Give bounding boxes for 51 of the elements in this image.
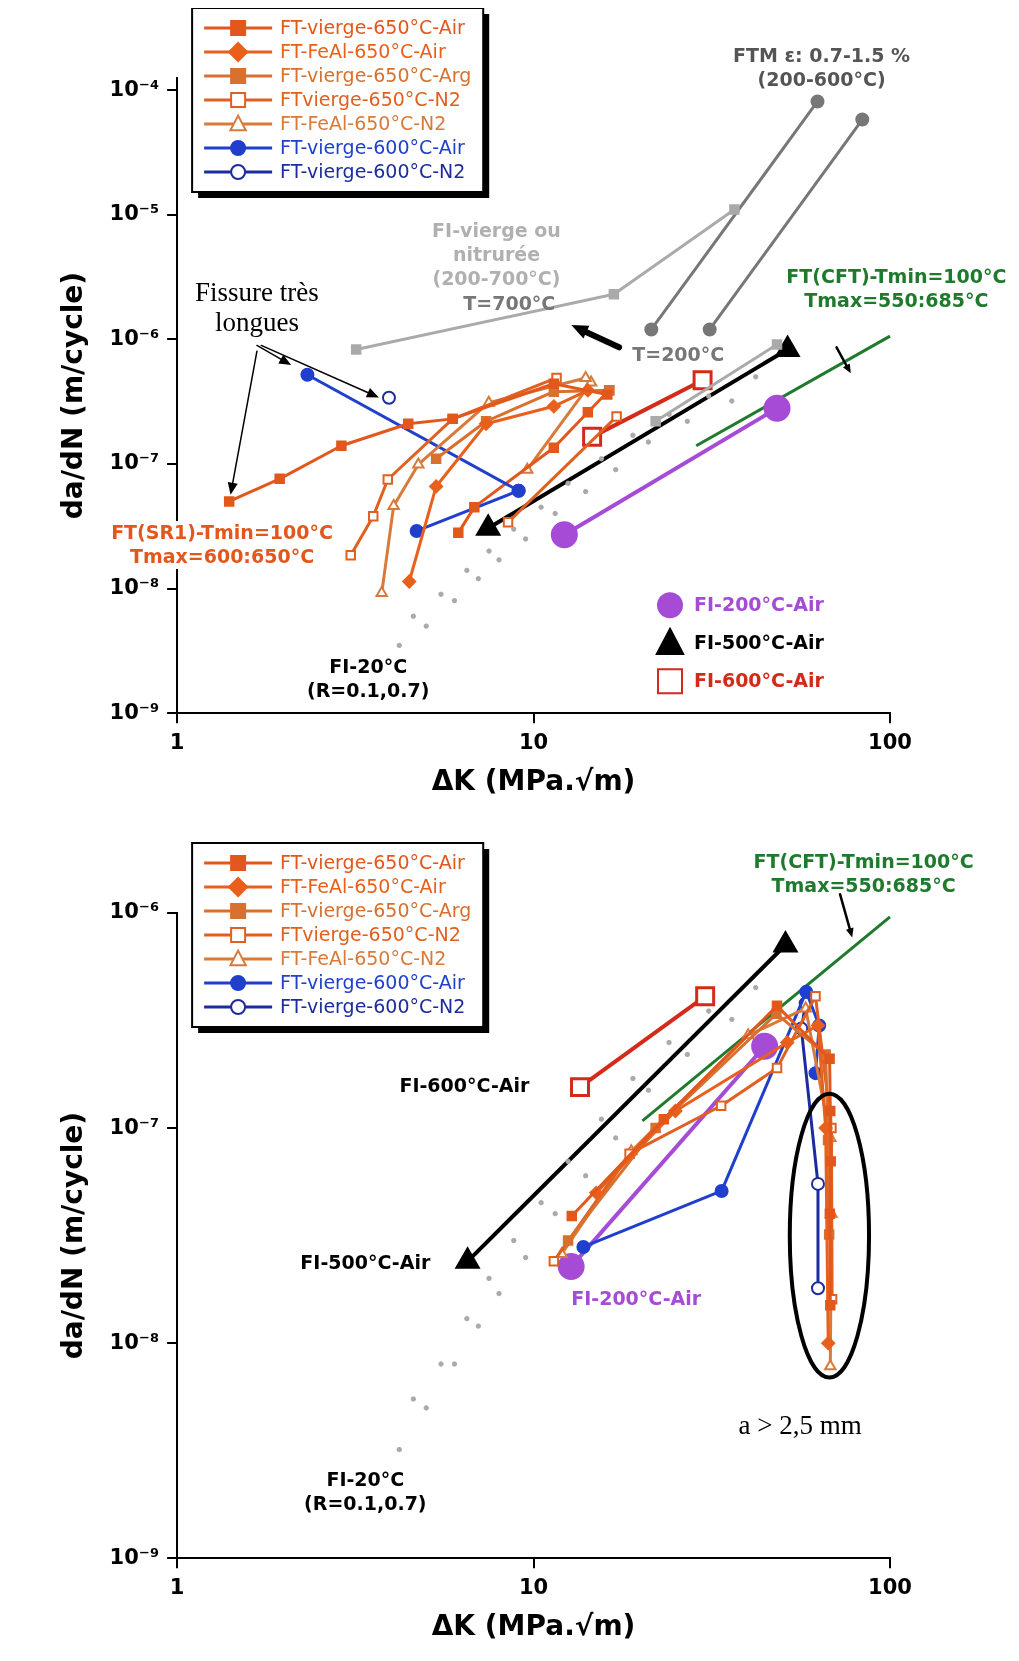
annotation: FI-vierge ou nitrurée (200-700°C) <box>432 218 561 289</box>
y-tick-label: 10⁻⁷ <box>109 450 160 475</box>
legend-label: FTvierge-650°C-N2 <box>280 87 461 110</box>
legend-label: FT-vierge-600°C-N2 <box>280 159 466 182</box>
x-tick-label: 1 <box>169 730 185 755</box>
legend-label: FI-600°C-Air <box>694 669 825 692</box>
x-axis-title: ΔK (MPa.√m) <box>431 1609 636 1643</box>
annotation: FT(CFT)-Tmin=100°C Tmax=550:685°C <box>786 264 1007 311</box>
y-tick-label: 10⁻⁶ <box>109 325 160 350</box>
annotation: T=700°C <box>463 292 556 315</box>
y-tick-label: 10⁻⁹ <box>109 1544 160 1569</box>
annotation: T=200°C <box>632 342 725 365</box>
y-tick-label: 10⁻⁸ <box>109 1329 160 1354</box>
legend-label: FT-vierge-650°C-Air <box>280 850 465 873</box>
legend-label: FT-vierge-650°C-Air <box>280 15 465 38</box>
y-tick-label: 10⁻⁵ <box>109 201 160 226</box>
y-tick-label: 10⁻⁸ <box>109 575 160 600</box>
x-tick-label: 1 <box>169 1575 185 1600</box>
annotation: FI-500°C-Air <box>300 1251 431 1274</box>
legend-label: FI-200°C-Air <box>694 593 825 616</box>
x-tick-label: 10 <box>518 1575 549 1600</box>
x-axis-title: ΔK (MPa.√m) <box>431 764 636 798</box>
legend-label: FT-vierge-650°C-Arg <box>280 63 472 86</box>
y-tick-label: 10⁻⁴ <box>109 76 160 101</box>
text: FT(CFT)-Tmin=100°C Tmax=550:685°C <box>753 850 974 897</box>
legend-label: FT-FeAl-650°C-N2 <box>280 111 447 134</box>
legend-label: FT-FeAl-650°C-N2 <box>280 946 447 969</box>
legend-label: FT-vierge-600°C-Air <box>280 135 465 158</box>
y-tick-label: 10⁻⁷ <box>109 1114 160 1139</box>
y-axis-title: da/dN (m/cycle) <box>56 271 90 520</box>
x-tick-label: 100 <box>868 1575 912 1600</box>
y-axis-title: da/dN (m/cycle) <box>56 1111 90 1360</box>
annotation: FI-600°C-Air <box>399 1074 530 1097</box>
y-tick-label: 10⁻⁶ <box>109 899 160 924</box>
legend-label: FT-vierge-600°C-N2 <box>280 994 466 1017</box>
x-tick-label: 100 <box>868 730 912 755</box>
annotation: FTM ε: 0.7-1.5 % (200-600°C) <box>733 43 911 90</box>
legend-label: FI-500°C-Air <box>694 631 825 654</box>
legend-label: FT-FeAl-650°C-Air <box>280 874 446 897</box>
annotation: FI-20°C (R=0.1,0.7) <box>306 654 430 701</box>
annotation: Fissure très longues <box>195 276 319 337</box>
legend-label: FT-vierge-650°C-Arg <box>280 898 472 921</box>
legend-label: FT-vierge-600°C-Air <box>280 970 465 993</box>
annotation: FI-20°C (R=0.1,0.7) <box>304 1468 427 1515</box>
legend-label: FT-FeAl-650°C-Air <box>280 39 446 62</box>
x-tick-label: 10 <box>518 730 549 755</box>
y-tick-label: 10⁻⁹ <box>109 699 160 724</box>
annotation: FI-200°C-Air <box>571 1287 702 1310</box>
annotation: a > 2,5 mm <box>738 1410 862 1441</box>
annotation: FT(SR1)-Tmin=100°C Tmax=600:650°C <box>111 520 333 567</box>
legend-label: FTvierge-650°C-N2 <box>280 922 461 945</box>
